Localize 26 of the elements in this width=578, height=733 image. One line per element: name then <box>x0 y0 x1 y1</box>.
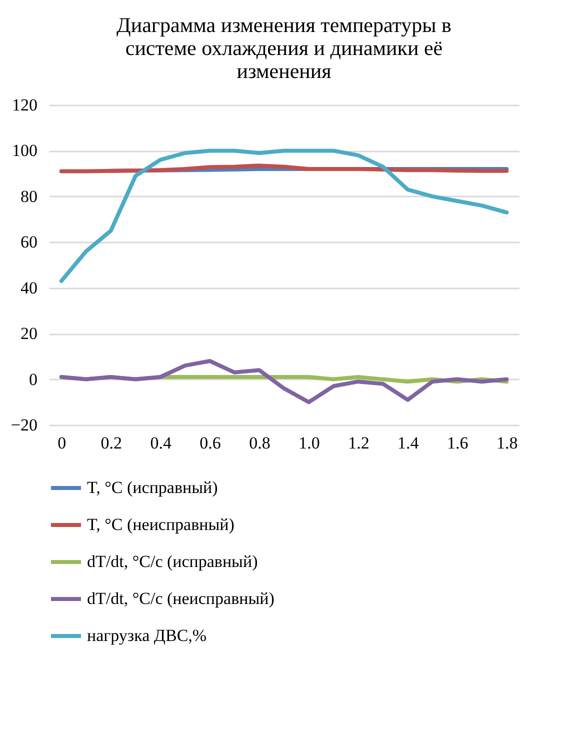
x-tick-label: 1.2 <box>348 434 370 452</box>
chart-title: Диаграмма изменения температуры в системе охлаждения и динамики её изменения <box>116 13 452 83</box>
y-tick-label: 120 <box>12 96 38 114</box>
x-tick-label: 0.8 <box>249 434 270 452</box>
x-tick-label: 0.4 <box>150 434 172 452</box>
legend-label: T, °C (исправный) <box>87 478 218 497</box>
x-tick-label: 0 <box>58 434 66 452</box>
line-series <box>59 359 509 404</box>
x-tick-label: 1.6 <box>447 434 468 452</box>
y-tick-label: −20 <box>10 416 38 434</box>
y-tick-label: 0 <box>29 370 38 389</box>
legend-label: dT/dt, °C/c (исправный) <box>87 552 258 571</box>
y-tick-label: 80 <box>20 186 38 206</box>
legend-label: dT/dt, °C/c (неисправный) <box>87 589 274 608</box>
y-tick-label: 100 <box>12 141 38 160</box>
x-tick-label: 0.6 <box>200 434 221 452</box>
x-tick-label: 1.4 <box>398 434 420 452</box>
y-tick-label: 20 <box>20 324 38 344</box>
y-tick-label: 60 <box>20 232 38 252</box>
y-tick-label: 40 <box>20 278 38 298</box>
legend-label: T, °C (неисправный) <box>87 515 234 534</box>
x-tick-label: 1.0 <box>298 434 320 452</box>
x-tick-label: 0.2 <box>100 434 122 452</box>
x-tick-label: 1.8 <box>496 434 518 452</box>
legend-label: нагрузка ДВС,% <box>87 626 207 645</box>
line-series <box>59 148 509 283</box>
